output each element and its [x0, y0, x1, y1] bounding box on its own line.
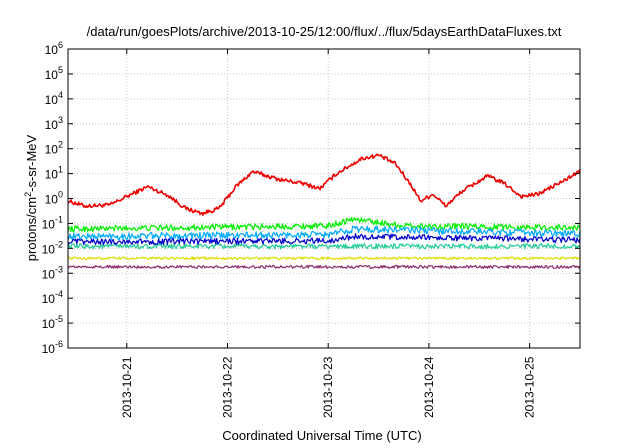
y-tick-label: 10-1: [42, 214, 63, 231]
series-line-2: [67, 216, 581, 233]
x-axis-label: Coordinated Universal Time (UTC): [222, 428, 421, 443]
series-line-4: [67, 243, 581, 250]
y-tick-label: 10-6: [42, 339, 63, 356]
y-tick-label: 102: [45, 140, 63, 157]
x-tick-label: 2013-10-21: [120, 356, 134, 418]
x-tick-label: 2013-10-24: [422, 356, 436, 418]
y-tick-label: 10-3: [42, 264, 63, 281]
x-tick-label: 2013-10-23: [321, 356, 335, 418]
series-line-6: [67, 256, 581, 261]
y-tick-label: 100: [45, 190, 63, 207]
y-tick-label: 10-2: [42, 239, 63, 256]
x-tick-label: 2013-10-22: [220, 356, 234, 418]
series-layer: [67, 153, 581, 269]
y-tick-label: 105: [45, 65, 63, 82]
y-tick-label: 10-4: [42, 289, 63, 306]
y-tick-label: 106: [45, 40, 63, 57]
grid-lines: [68, 48, 580, 349]
y-tick-label: 101: [45, 165, 63, 182]
x-tick-label: 2013-10-25: [523, 356, 537, 418]
tick-marks: [68, 48, 580, 349]
y-axis-label: protons/cm2-s-sr-MeV: [23, 134, 39, 261]
series-line-3: [67, 225, 581, 241]
x-tick-labels: 2013-10-21 2013-10-22 2013-10-23 2013-10-24…: [120, 356, 537, 418]
y-tick-label: 104: [45, 90, 63, 107]
series-line-7: [67, 264, 581, 269]
y-tick-label: 10-5: [42, 314, 63, 331]
chart-title: /data/run/goesPlots/archive/2013-10-25/1…: [87, 24, 562, 39]
series-line-5: [67, 233, 581, 246]
y-tick-labels: 10-6 10-5 10-4 10-3 10-2 10-1 100 101 102 103 104 1…: [42, 40, 63, 356]
series-line-1: [67, 153, 581, 216]
y-tick-label: 103: [45, 115, 63, 132]
